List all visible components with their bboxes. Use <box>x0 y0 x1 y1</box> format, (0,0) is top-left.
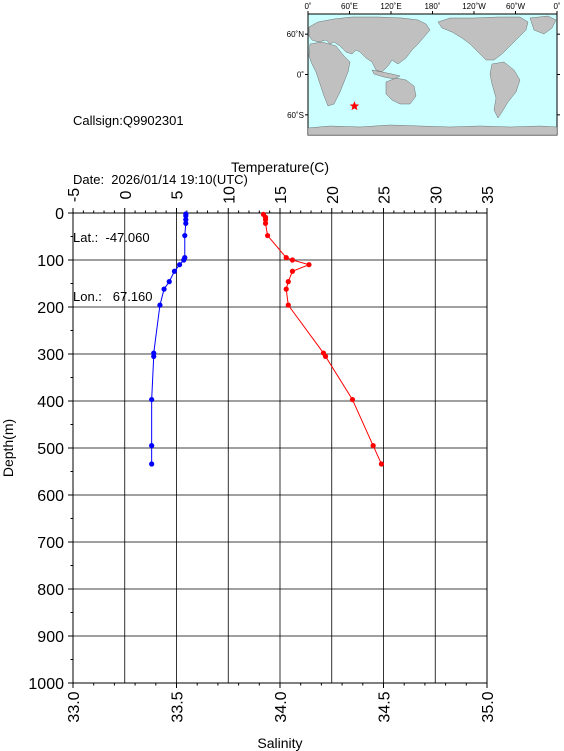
depth-axis-title: Depth(m) <box>0 419 16 477</box>
depth-tick-label: 400 <box>37 394 64 411</box>
antarctica-land <box>307 124 558 136</box>
temperature-tick-label: 20 <box>325 186 342 204</box>
salinity-data-point <box>283 286 289 292</box>
temperature-data-point <box>171 268 178 274</box>
temperature-data-point <box>161 286 167 292</box>
date-text: Date: 2026/01/14 19:10(UTC) <box>73 171 248 187</box>
temperature-tick-labels: -5 0 5 10 15 20 25 30 35 <box>66 186 497 213</box>
salinity-data-point <box>289 257 296 263</box>
longitude-text: Lon.: 67.160 <box>73 288 153 304</box>
salinity-tick-label: 34.5 <box>377 691 394 722</box>
depth-tick-label: 800 <box>37 582 64 599</box>
chart-grid <box>72 212 488 684</box>
map-lat-tick-label: 0˚ <box>297 71 304 80</box>
depth-tick-label: 0 <box>55 206 64 223</box>
salinity-data-point <box>370 443 376 449</box>
map-lat-tick-label: 60˚S <box>287 111 304 120</box>
depth-tick-labels: 0 100 200 300 400 500 600 700 800 900 1000 <box>28 206 73 693</box>
temperature-data-point <box>166 279 172 285</box>
salinity-data-point <box>285 302 291 308</box>
depth-tick-label: 1000 <box>28 676 64 693</box>
temperature-data-point <box>183 216 189 223</box>
north-america-land <box>437 16 529 61</box>
temperature-tick-label: 15 <box>273 186 290 204</box>
south-america-land <box>489 61 521 119</box>
map-longitude-labels: 0˚ 60˚E 120˚E 180˚ 120˚W 60˚W 0˚ <box>304 2 561 14</box>
temperature-tick-label: 0 <box>118 190 135 199</box>
temperature-data-point <box>151 353 157 359</box>
salinity-tick-labels: 33.0 33.5 34.0 34.5 35.0 <box>66 683 497 723</box>
profile-series <box>149 211 385 467</box>
temperature-tick-label: 35 <box>480 186 497 204</box>
depth-tick-label: 500 <box>37 441 64 458</box>
callsign-text: Callsign:Q9902301 <box>73 113 184 128</box>
temperature-tick-label: 10 <box>221 186 238 204</box>
depth-tick-label: 900 <box>37 629 64 646</box>
map-lon-tick-label: 180˚ <box>424 2 440 11</box>
salinity-data-point <box>322 353 329 359</box>
salinity-tick-label: 33.0 <box>66 691 83 722</box>
depth-tick-label: 200 <box>37 300 64 317</box>
temperature-data-point <box>157 302 163 308</box>
australia-land <box>385 77 417 105</box>
depth-tick-label: 300 <box>37 347 64 364</box>
salinity-data-point <box>264 232 271 239</box>
float-info: Callsign:Q9902301 Date: 2026/01/14 19:10… <box>73 72 248 326</box>
map-lat-tick-label: 60˚N <box>287 30 305 39</box>
temperature-axis-title: Temperature(C) <box>231 159 329 175</box>
map-lon-tick-label: 0˚ <box>553 2 560 11</box>
salinity-data-point <box>306 262 312 268</box>
greenland-land <box>529 15 557 35</box>
salinity-profile-line <box>263 214 382 465</box>
map-lon-tick-label: 60˚E <box>341 2 358 11</box>
indonesia-land <box>371 69 401 80</box>
map-lon-tick-label: 60˚W <box>506 2 526 11</box>
map-lon-tick-label: 120˚W <box>462 2 486 11</box>
temperature-tick-label: 5 <box>170 190 187 199</box>
latitude-text: Lat.: -47.060 <box>73 230 150 245</box>
temperature-data-point <box>177 262 183 268</box>
map-lon-tick-label: 120˚E <box>380 2 401 11</box>
salinity-data-point <box>289 268 296 274</box>
temperature-data-point <box>181 257 187 263</box>
temperature-data-point <box>149 461 155 467</box>
temperature-data-point <box>149 443 155 449</box>
temperature-data-point <box>183 213 189 219</box>
salinity-data-point <box>262 220 269 226</box>
temperature-data-point <box>183 220 189 226</box>
depth-tick-label: 600 <box>37 488 64 505</box>
temperature-profile-line <box>151 213 187 464</box>
temperature-data-point <box>149 396 155 403</box>
map-lon-tick-label: 0˚ <box>304 2 311 11</box>
salinity-tick-label: 33.5 <box>170 691 187 722</box>
eurasia-land <box>308 16 431 73</box>
map-latitude-labels: 60˚N 0˚ 60˚S <box>287 30 560 120</box>
africa-land <box>308 41 351 107</box>
salinity-data-point <box>283 255 289 261</box>
depth-tick-label: 100 <box>37 253 64 270</box>
temperature-tick-label: 30 <box>428 186 445 204</box>
salinity-tick-label: 35.0 <box>480 691 497 722</box>
salinity-data-point <box>285 279 291 285</box>
location-map: 0˚ 60˚E 120˚E 180˚ 120˚W 60˚W 0˚ 60˚N 0˚ 60˚S <box>287 2 561 136</box>
float-position-marker <box>349 101 360 111</box>
temperature-data-point <box>182 232 188 239</box>
salinity-data-point <box>349 396 356 403</box>
salinity-data-point <box>378 461 385 467</box>
map-land <box>307 15 558 136</box>
salinity-data-point <box>262 216 269 223</box>
salinity-tick-label: 34.0 <box>273 691 290 722</box>
temperature-tick-label: 25 <box>377 186 394 204</box>
salinity-axis-title: Salinity <box>257 735 302 751</box>
depth-tick-label: 700 <box>37 535 64 552</box>
temperature-tick-label: -5 <box>66 188 83 202</box>
